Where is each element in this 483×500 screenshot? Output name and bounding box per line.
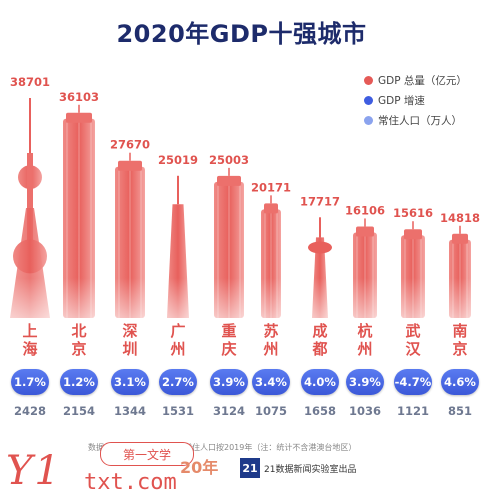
- population-value-9: 1121: [396, 404, 429, 418]
- population-value-6: 1075: [254, 404, 287, 418]
- watermark-url: txt.com: [84, 470, 177, 495]
- gdp-value-label-2: 36103: [59, 90, 99, 104]
- brand-logo: 21: [240, 458, 260, 478]
- gdp-value-label-1: 38701: [10, 75, 50, 89]
- growth-value-9: -4.7%: [394, 369, 432, 395]
- growth-value-7: 4.0%: [301, 369, 339, 395]
- legend-item-population: 常住人口（万人）: [364, 110, 467, 130]
- city-char: 北: [71, 322, 87, 340]
- population-value-1: 2428: [13, 404, 46, 418]
- city-char: 杭: [357, 322, 373, 340]
- brand-text: 21数据新闻实验室出品: [264, 464, 357, 475]
- gdp-value-label-3: 27670: [110, 138, 150, 152]
- watermark-sub: 20年: [180, 458, 219, 477]
- city-char: 南: [452, 322, 468, 340]
- city-char: 州: [263, 340, 279, 358]
- legend-dot-gdp: [364, 75, 373, 85]
- gdp-value-label-10: 14818: [440, 211, 480, 225]
- city-char: 汉: [405, 340, 421, 358]
- legend-dot-population: [364, 115, 373, 125]
- population-value-5: 3124: [212, 404, 245, 418]
- bar-3: [106, 152, 154, 318]
- legend-label-population: 常住人口（万人）: [378, 114, 462, 127]
- growth-value-4: 2.7%: [159, 369, 197, 395]
- legend-label-gdp: GDP 总量（亿元）: [378, 74, 467, 87]
- source-note: 数据来源：各地统计公报，常住人口按2019年（注：统计不含港澳台地区）: [88, 443, 357, 452]
- city-label-1: 上海: [10, 322, 50, 358]
- gdp-value-label-4: 25019: [158, 153, 198, 167]
- gdp-value-label-8: 16106: [345, 203, 385, 217]
- legend: GDP 总量（亿元） GDP 增速 常住人口（万人）: [364, 70, 467, 130]
- city-char: 圳: [122, 340, 138, 358]
- city-char: 广: [170, 322, 186, 340]
- city-char: 州: [170, 340, 186, 358]
- city-char: 京: [71, 340, 87, 358]
- population-value-10: 851: [447, 404, 472, 418]
- growth-value-10: 4.6%: [441, 369, 479, 395]
- legend-item-gdp: GDP 总量（亿元）: [364, 70, 467, 90]
- population-value-2: 2154: [62, 404, 95, 418]
- watermark-badge: 第一文学: [100, 442, 194, 466]
- city-label-3: 深圳: [110, 322, 150, 358]
- city-char: 武: [405, 322, 421, 340]
- city-char: 上: [22, 322, 38, 340]
- growth-value-3: 3.1%: [111, 369, 149, 395]
- city-label-2: 北京: [59, 322, 99, 358]
- bar-6: [247, 195, 295, 318]
- city-char: 州: [357, 340, 373, 358]
- gdp-value-label-7: 17717: [300, 194, 340, 208]
- population-value-7: 1658: [303, 404, 336, 418]
- bar-9: [389, 221, 437, 318]
- growth-value-6: 3.4%: [252, 369, 290, 395]
- city-label-7: 成都: [300, 322, 340, 358]
- chart-title: 2020年GDP十强城市: [116, 20, 367, 48]
- growth-value-5: 3.9%: [210, 369, 248, 395]
- population-value-4: 1531: [161, 404, 194, 418]
- brand: 21 21数据新闻实验室出品: [240, 458, 356, 478]
- gdp-value-label-6: 20171: [251, 180, 291, 194]
- bar-7: [296, 217, 344, 318]
- city-label-9: 武汉: [393, 322, 433, 358]
- city-char: 海: [22, 340, 38, 358]
- city-label-5: 重庆: [209, 322, 249, 358]
- growth-value-1: 1.7%: [11, 369, 49, 395]
- bar-1: [6, 98, 54, 318]
- population-value-3: 1344: [113, 404, 146, 418]
- city-char: 都: [312, 340, 328, 358]
- city-char: 深: [122, 322, 138, 340]
- bar-4: [154, 175, 202, 318]
- population-value-8: 1036: [348, 404, 381, 418]
- city-char: 庆: [221, 340, 237, 358]
- legend-dot-growth: [364, 95, 373, 105]
- bar-5: [205, 167, 253, 318]
- city-label-10: 南京: [440, 322, 480, 358]
- bar-2: [55, 104, 103, 318]
- gdp-value-label-9: 15616: [393, 206, 433, 220]
- city-char: 重: [221, 322, 237, 340]
- legend-item-growth: GDP 增速: [364, 90, 467, 110]
- city-label-6: 苏州: [251, 322, 291, 358]
- growth-value-8: 3.9%: [346, 369, 384, 395]
- city-label-8: 杭州: [345, 322, 385, 358]
- city-char: 苏: [263, 322, 279, 340]
- city-label-4: 广州: [158, 322, 198, 358]
- city-char: 成: [312, 322, 328, 340]
- city-char: 京: [452, 340, 468, 358]
- watermark-logo: Y1: [6, 448, 62, 494]
- legend-label-growth: GDP 增速: [378, 94, 425, 107]
- bar-10: [436, 225, 483, 318]
- growth-value-2: 1.2%: [60, 369, 98, 395]
- gdp-value-label-5: 25003: [209, 153, 249, 167]
- bar-8: [341, 218, 389, 318]
